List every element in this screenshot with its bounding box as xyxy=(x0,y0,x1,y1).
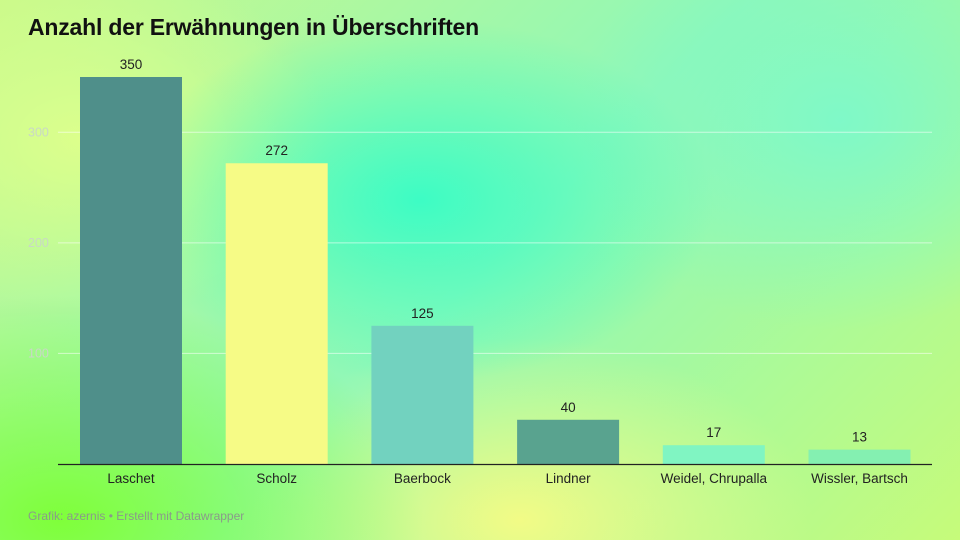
category-label: Wissler, Bartsch xyxy=(811,471,908,486)
chart-footer: Grafik: azernis • Erstellt mit Datawrapp… xyxy=(28,509,245,523)
category-label: Lindner xyxy=(546,471,592,486)
value-label: 13 xyxy=(852,430,867,445)
bar-baerbock xyxy=(371,325,474,464)
bar-lindner xyxy=(517,419,620,464)
category-label: Laschet xyxy=(107,471,155,486)
bar-scholz xyxy=(225,163,328,464)
category-label: Baerbock xyxy=(394,471,451,486)
category-label: Weidel, Chrupalla xyxy=(661,471,768,486)
gridlines xyxy=(58,131,932,354)
y-tick-label: 100 xyxy=(28,346,49,360)
bar-weidel-chrupalla xyxy=(662,445,765,464)
bar-laschet xyxy=(80,77,182,464)
value-label: 125 xyxy=(411,306,434,321)
labels: 100 200 300 350 Laschet 272 Scholz 125 Baerbock 4… xyxy=(28,57,908,486)
value-label: 40 xyxy=(561,400,576,415)
value-label: 350 xyxy=(120,57,143,72)
category-label: Scholz xyxy=(256,471,297,486)
bar-wissler-bartsch xyxy=(808,449,911,464)
bars xyxy=(80,77,911,464)
y-tick-label: 200 xyxy=(28,236,49,250)
y-tick-label: 300 xyxy=(28,125,49,139)
chart-title: Anzahl der Erwähnungen in Überschriften xyxy=(28,14,479,40)
value-label: 272 xyxy=(265,143,288,158)
value-label: 17 xyxy=(706,425,721,440)
